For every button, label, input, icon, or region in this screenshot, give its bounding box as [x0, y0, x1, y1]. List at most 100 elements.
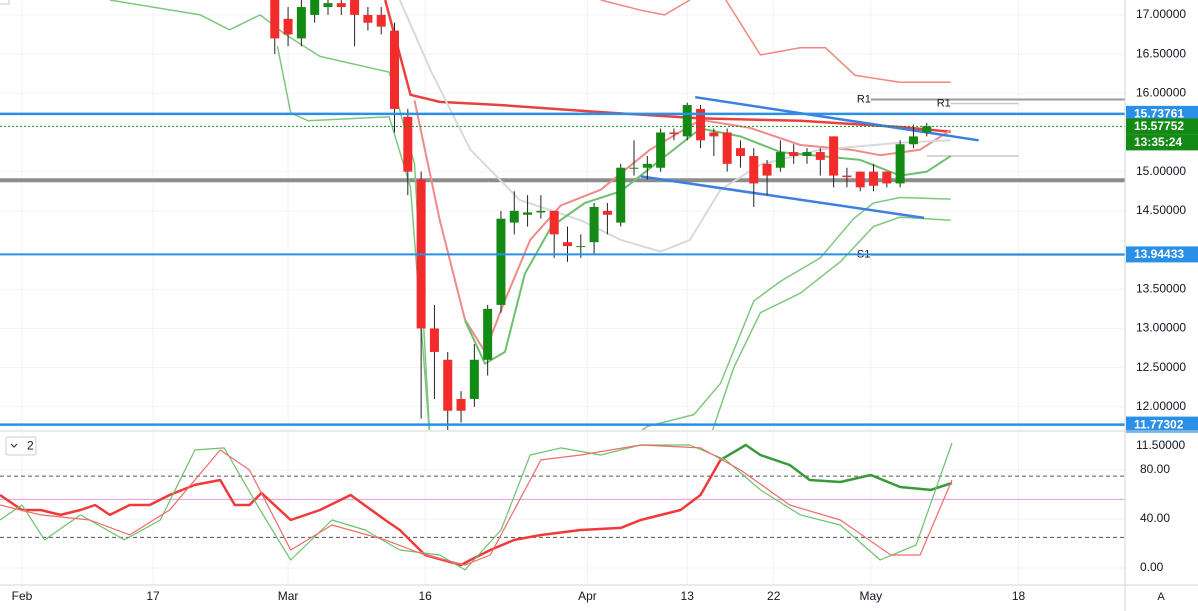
- candle-body: [908, 136, 918, 145]
- candle-body: [709, 132, 719, 137]
- candle-body: [403, 116, 413, 172]
- candle-body: [390, 30, 400, 109]
- scale-mode[interactable]: A: [1157, 591, 1165, 603]
- price-tag: [1126, 105, 1198, 122]
- candle-body: [616, 167, 626, 223]
- trend-line: [695, 95, 979, 142]
- candle-body: [696, 108, 706, 141]
- pivot-label: R1: [857, 93, 871, 105]
- candle-body: [895, 144, 905, 184]
- y-tick-label: 12.50000: [1136, 360, 1186, 374]
- price-tag: [1126, 246, 1198, 263]
- x-tick-label: May: [860, 589, 883, 603]
- candle-body: [283, 18, 293, 35]
- price-tag: [1126, 416, 1198, 433]
- candle-body: [735, 148, 745, 156]
- osc-line: [0, 444, 953, 566]
- candle-body: [296, 7, 306, 39]
- indicator-line: [276, 46, 430, 430]
- pane-legend[interactable]: [5, 436, 37, 456]
- candle-body: [483, 308, 493, 360]
- candle-body: [323, 3, 333, 8]
- candle-body: [855, 171, 865, 188]
- y-tick-label: 14.50000: [1136, 203, 1186, 217]
- candle-body: [469, 359, 479, 399]
- candle-body: [429, 328, 439, 352]
- x-tick-label: Mar: [278, 589, 299, 603]
- candle-body: [576, 246, 586, 248]
- candle-body: [682, 105, 692, 137]
- candle-body: [762, 163, 772, 176]
- corner-box: [0, 0, 10, 5]
- candle-body: [602, 210, 612, 215]
- indicator-line: [641, 196, 951, 430]
- candle-body: [363, 14, 373, 23]
- candle-body: [443, 359, 453, 411]
- price-tag-label: 15.57752: [1134, 119, 1184, 133]
- indicator-line: [383, 0, 951, 133]
- x-tick-label: Feb: [12, 589, 33, 603]
- y-tick-label: 17.00000: [1136, 7, 1186, 21]
- candle-body: [669, 132, 679, 135]
- candle-body: [496, 218, 506, 305]
- x-tick-label: 18: [1012, 589, 1026, 603]
- y-tick-label: 16.50000: [1136, 46, 1186, 60]
- x-tick-label: Apr: [578, 589, 597, 603]
- y-tick-label: 13.00000: [1136, 321, 1186, 335]
- candle-body: [350, 0, 360, 15]
- candle-body: [562, 242, 572, 247]
- candle-body: [509, 210, 519, 223]
- y-tick-label: 13.50000: [1136, 281, 1186, 295]
- osc-line: [719, 443, 953, 492]
- candle-body: [549, 210, 559, 235]
- candle-body: [922, 126, 932, 133]
- candle-body: [656, 132, 666, 168]
- y-tick-label: 12.00000: [1136, 399, 1186, 413]
- candle-body: [749, 155, 759, 184]
- price-tag: [1126, 118, 1198, 135]
- x-tick-label: 17: [146, 589, 160, 603]
- countdown-label: 13:35:24: [1134, 135, 1182, 149]
- candle-body: [376, 14, 386, 27]
- candle-body: [789, 152, 799, 156]
- chevron-icon: [10, 443, 18, 448]
- x-tick-label: 16: [418, 589, 432, 603]
- candle-body: [589, 206, 599, 243]
- x-tick-label: 13: [681, 589, 695, 603]
- candle-body: [829, 136, 839, 176]
- trend-line: [640, 175, 925, 220]
- osc-line: [0, 459, 722, 567]
- price-tag-label: 15.73761: [1134, 107, 1184, 121]
- osc-tick-label: 80.00: [1140, 462, 1170, 476]
- countdown-tag: [1126, 134, 1198, 151]
- oscillator-pane: [0, 432, 1125, 585]
- pane-label: 2: [27, 439, 34, 453]
- indicator-line: [413, 100, 952, 353]
- candle-body: [869, 171, 879, 186]
- axes: 17.00000 16.50000 16.00000 14.50000 15.00000…: [12, 7, 1198, 603]
- candle-body: [722, 132, 732, 164]
- candle-body: [456, 398, 466, 411]
- pivot-label: R1: [937, 97, 951, 109]
- y-tick-label: 15.00000: [1136, 164, 1186, 178]
- y-tick-label: 16.00000: [1136, 85, 1186, 99]
- x-tick-label: 22: [767, 589, 781, 603]
- y-tick-label: 11.50000: [1136, 438, 1185, 452]
- candle-body: [629, 167, 639, 169]
- candle-body: [310, 0, 320, 15]
- candle-body: [336, 3, 346, 8]
- candle-body: [842, 175, 852, 178]
- candle-body: [802, 152, 812, 156]
- osc-tick-label: 0.00: [1140, 560, 1164, 574]
- indicator-line: [600, 0, 951, 84]
- candle-body: [775, 152, 785, 168]
- candle-body: [523, 212, 533, 215]
- osc-tick-label: 40.00: [1140, 511, 1170, 525]
- candle-body: [270, 0, 280, 39]
- candle-body: [882, 171, 892, 184]
- price-tag-label: 11.77302: [1134, 417, 1184, 431]
